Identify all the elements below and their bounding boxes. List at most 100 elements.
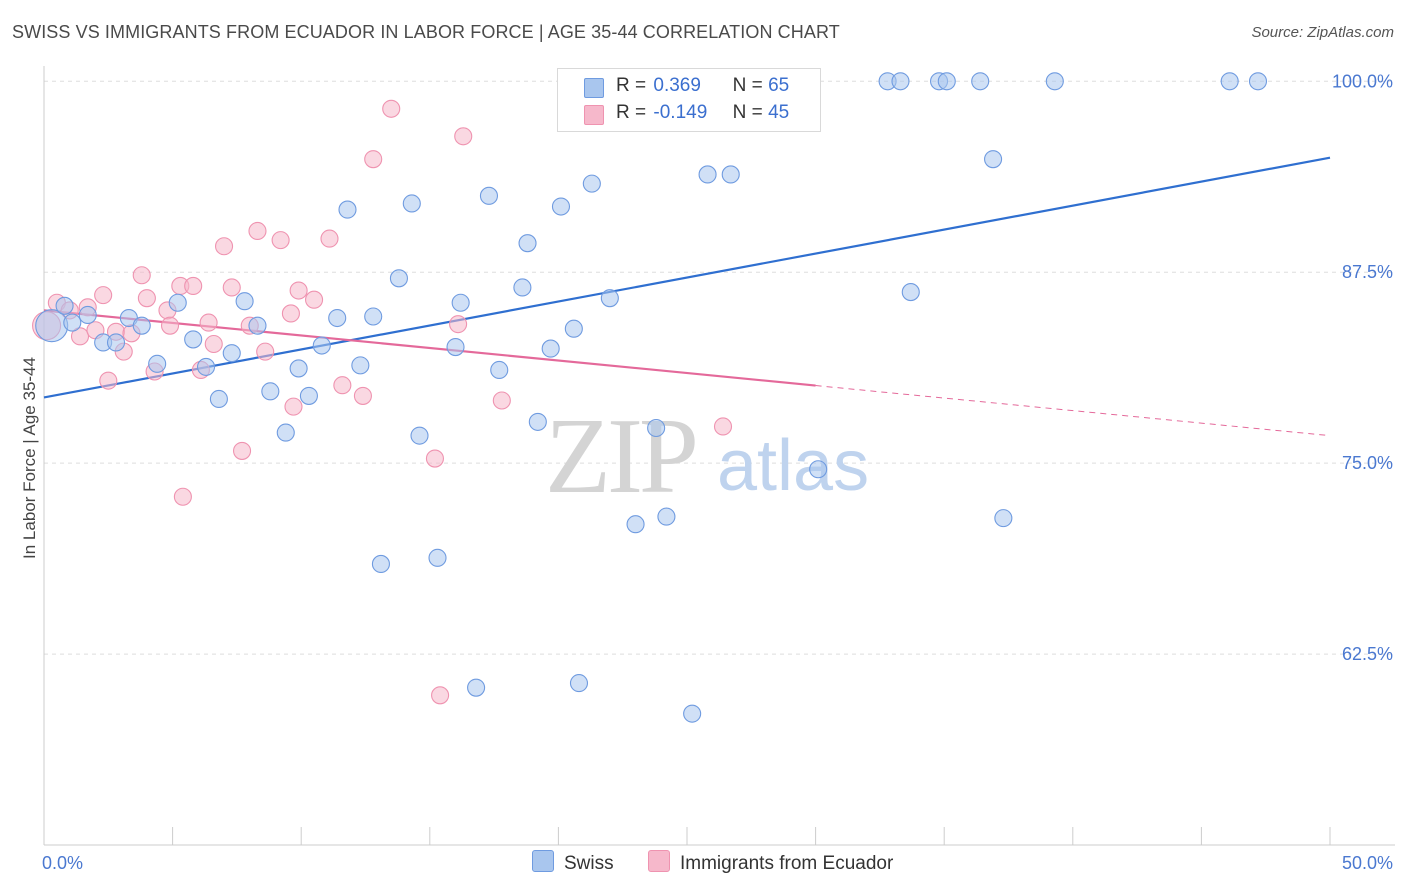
swiss-swatch: [584, 78, 604, 98]
swiss-point: [528, 412, 547, 431]
ecuador-point: [132, 266, 151, 285]
y-tick-label: 62.5%: [1342, 644, 1393, 664]
bottom-swiss-label: Swiss: [564, 853, 614, 874]
swiss-point: [364, 307, 383, 326]
swiss-point: [106, 333, 126, 352]
swiss-point: [410, 426, 429, 445]
bottom-legend-swiss: Swiss: [532, 850, 614, 875]
swiss-r-label: R =: [616, 75, 647, 96]
swiss-point: [721, 165, 740, 184]
source-label: Source: ZipAtlas.com: [1251, 24, 1394, 41]
swiss-point: [518, 234, 537, 253]
swiss-n-label: N =: [732, 75, 763, 96]
swiss-point: [479, 186, 499, 205]
ecuador-point: [184, 276, 203, 296]
swiss-point: [551, 197, 571, 216]
y-tick-label: 87.5%: [1342, 262, 1393, 282]
swiss-point: [657, 507, 676, 526]
bottom-legend-ecuador: Immigrants from Ecuador: [648, 850, 893, 875]
swiss-point: [891, 72, 910, 91]
ecuador-point: [454, 127, 473, 146]
swiss-point: [541, 339, 560, 358]
swiss-point: [1248, 72, 1268, 91]
swiss-point: [984, 150, 1003, 169]
swiss-point: [901, 283, 920, 302]
ecuador-point: [449, 315, 468, 334]
bottom-swiss-swatch: [532, 850, 554, 872]
ecuador-point: [353, 386, 372, 405]
swiss-point: [168, 293, 187, 312]
ecuador-point: [382, 99, 401, 118]
ecuador-point: [99, 371, 118, 390]
ecuador-point: [271, 231, 290, 250]
swiss-r-value: 0.369: [653, 75, 701, 96]
ecuador-point: [70, 327, 90, 346]
swiss-point: [647, 418, 666, 438]
ecuador-r-value: -0.149: [653, 102, 708, 123]
swiss-point: [698, 165, 717, 184]
swiss-point: [299, 386, 318, 405]
swiss-point: [809, 460, 828, 479]
ecuador-point: [232, 441, 252, 460]
swiss-point: [513, 278, 532, 297]
swiss-point: [569, 674, 589, 693]
swiss-point: [683, 704, 702, 723]
swiss-point: [446, 338, 465, 357]
ecuador-point: [160, 316, 180, 335]
axes: [43, 66, 1395, 846]
swiss-point: [338, 200, 357, 219]
swiss-point: [55, 296, 74, 315]
swiss-point: [371, 554, 390, 573]
swiss-point: [582, 174, 601, 193]
ecuador-point: [199, 313, 218, 332]
x-tick-label: 50.0%: [1342, 853, 1393, 873]
tick-labels: 100.0% 87.5% 75.0% 62.5% 0.0% 50.0%: [42, 71, 1393, 873]
swiss-point: [222, 344, 241, 363]
ecuador-point: [284, 397, 303, 416]
ecuador-point: [713, 417, 733, 436]
ecuador-trend-line-extension: [815, 385, 1331, 437]
swiss-point: [600, 289, 619, 308]
ecuador-point: [248, 221, 267, 241]
correlation-legend: R = 0.369 N = 65 R = -0.149 N = 45: [557, 68, 821, 132]
swiss-point: [235, 292, 254, 311]
swiss-point: [312, 336, 331, 355]
bottom-ecuador-label: Immigrants from Ecuador: [680, 853, 894, 874]
ecuador-point: [222, 278, 241, 297]
ecuador-point: [214, 237, 234, 256]
swiss-point: [328, 308, 347, 328]
ecuador-point: [204, 334, 223, 354]
swiss-point: [209, 389, 228, 409]
ecuador-point: [289, 281, 308, 300]
swiss-point: [402, 194, 421, 213]
gridlines: [44, 80, 1395, 655]
swiss-point: [63, 313, 82, 332]
swiss-trend-line: [43, 156, 1331, 399]
swiss-point: [389, 269, 408, 288]
bottom-ecuador-swatch: [648, 850, 670, 872]
swiss-point: [184, 330, 203, 349]
watermark-atlas: atlas: [717, 426, 869, 506]
ecuador-point: [333, 376, 352, 395]
ecuador-n-label: N =: [732, 102, 763, 123]
swiss-point: [351, 356, 370, 375]
ecuador-point: [256, 342, 275, 361]
swiss-point: [937, 72, 956, 91]
ecuador-point: [94, 286, 113, 305]
ecuador-n-value: 45: [768, 102, 790, 123]
ecuador-point: [281, 304, 300, 323]
ecuador-point: [492, 391, 511, 410]
swiss-point: [196, 357, 216, 376]
chart-title: SWISS VS IMMIGRANTS FROM ECUADOR IN LABO…: [12, 22, 840, 42]
ecuador-point: [364, 150, 383, 169]
ecuador-point: [305, 290, 324, 309]
swiss-point: [451, 293, 470, 312]
swiss-point: [261, 382, 280, 401]
ecuador-point: [431, 686, 450, 705]
y-tick-label: 100.0%: [1332, 71, 1393, 91]
ecuador-point: [320, 229, 339, 248]
swiss-point: [148, 354, 167, 373]
swiss-point: [276, 423, 295, 442]
ecuador-swatch: [584, 105, 604, 125]
